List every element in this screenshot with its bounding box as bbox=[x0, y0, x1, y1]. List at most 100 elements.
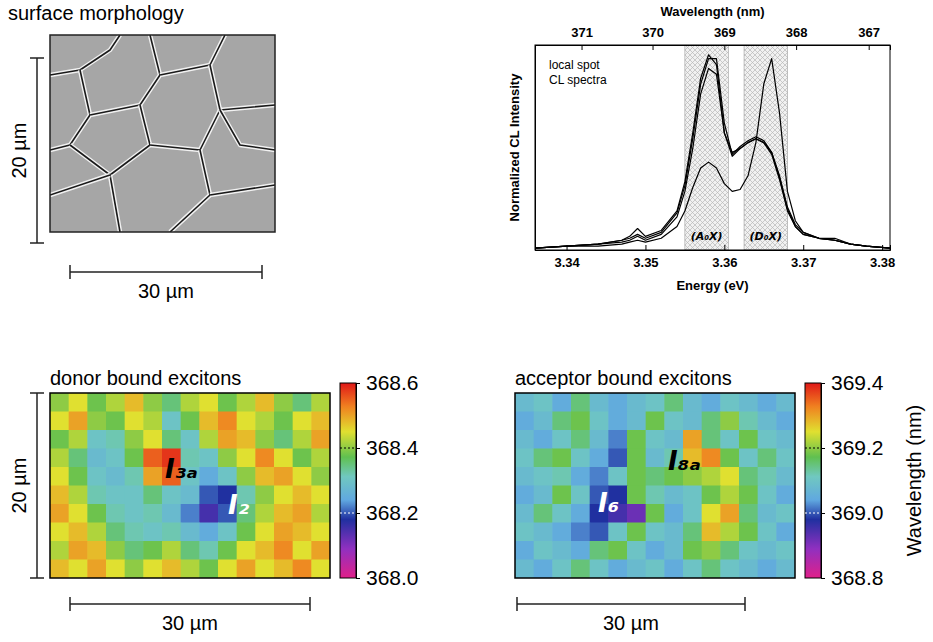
map-cell bbox=[590, 449, 609, 468]
map-cell bbox=[87, 504, 106, 523]
grain-crack bbox=[150, 110, 220, 150]
tick: 3.36 bbox=[712, 245, 737, 270]
map-cell bbox=[683, 523, 702, 542]
map-cell bbox=[125, 560, 144, 579]
map-cell bbox=[218, 523, 237, 542]
map-cell bbox=[590, 393, 609, 412]
map-cell bbox=[181, 393, 200, 412]
tick-label: 369.2 bbox=[831, 436, 884, 459]
map-cell bbox=[571, 504, 590, 523]
map-cell bbox=[143, 412, 162, 431]
map-cell bbox=[125, 504, 144, 523]
map-cell bbox=[50, 430, 69, 449]
grain-edge bbox=[210, 185, 275, 195]
grain-crack bbox=[210, 185, 275, 195]
map-cell bbox=[274, 486, 293, 505]
map-cell bbox=[237, 541, 256, 560]
map-cell bbox=[608, 523, 627, 542]
map-cell bbox=[274, 560, 293, 579]
scale-bar-label: 20 µm bbox=[8, 123, 30, 179]
map-cell bbox=[515, 523, 534, 542]
map-cell bbox=[646, 467, 665, 486]
map-cell bbox=[87, 541, 106, 560]
x2-axis: 371370369368367 bbox=[536, 25, 891, 50]
map-cell bbox=[293, 523, 312, 542]
map-frame bbox=[515, 393, 795, 578]
map-cell bbox=[181, 523, 200, 542]
plot-area bbox=[535, 45, 890, 250]
map-cell bbox=[274, 430, 293, 449]
map-cell bbox=[515, 412, 534, 431]
tick: 370 bbox=[642, 25, 664, 50]
map-cell bbox=[552, 449, 571, 468]
spectrum-line bbox=[535, 55, 890, 248]
map-cell bbox=[218, 412, 237, 431]
scale-bar bbox=[70, 597, 310, 611]
tick-label: 3.36 bbox=[712, 255, 737, 270]
tick-label: 369.0 bbox=[831, 501, 884, 524]
tick-mark bbox=[356, 578, 360, 579]
map-cell bbox=[237, 412, 256, 431]
map-cell bbox=[125, 467, 144, 486]
map-cell bbox=[274, 504, 293, 523]
plot-frame bbox=[535, 45, 890, 250]
map-cell bbox=[143, 430, 162, 449]
map-cell bbox=[608, 560, 627, 579]
map-cell bbox=[776, 504, 795, 523]
map-cell bbox=[199, 541, 218, 560]
map-cell bbox=[311, 504, 330, 523]
map-cell bbox=[552, 412, 571, 431]
map-cell bbox=[218, 560, 237, 579]
axis-line bbox=[536, 245, 891, 251]
tick-mark bbox=[567, 245, 568, 250]
map-cell bbox=[534, 449, 553, 468]
map-cell bbox=[106, 430, 125, 449]
map-cell bbox=[69, 486, 88, 505]
map-cell bbox=[143, 449, 162, 468]
tick-mark bbox=[796, 45, 797, 50]
map-label: I₈ₐ bbox=[668, 446, 701, 476]
map-cell bbox=[69, 412, 88, 431]
map-cell bbox=[181, 560, 200, 579]
tick-mark bbox=[821, 513, 825, 514]
map-cell bbox=[627, 486, 646, 505]
map-cell bbox=[69, 541, 88, 560]
map-cell bbox=[627, 430, 646, 449]
map-cell bbox=[534, 467, 553, 486]
map-cell bbox=[293, 393, 312, 412]
map-cell bbox=[571, 430, 590, 449]
scale-bar-label: 20 µm bbox=[8, 458, 30, 514]
map-cell bbox=[534, 430, 553, 449]
tick: 368.2 bbox=[356, 501, 419, 524]
map-cell bbox=[237, 560, 256, 579]
map-cell bbox=[683, 504, 702, 523]
map-cell bbox=[87, 412, 106, 431]
map-cell bbox=[683, 486, 702, 505]
map-cell bbox=[720, 560, 739, 579]
map-cell bbox=[162, 541, 181, 560]
tick-label: 369 bbox=[714, 25, 736, 40]
map-cell bbox=[274, 523, 293, 542]
map-cell bbox=[199, 560, 218, 579]
map-cell bbox=[293, 412, 312, 431]
map-cell bbox=[106, 560, 125, 579]
map-cell bbox=[683, 393, 702, 412]
map-cell bbox=[106, 449, 125, 468]
map-cell bbox=[534, 560, 553, 579]
map-cell bbox=[664, 560, 683, 579]
map-cell bbox=[664, 393, 683, 412]
map-cell bbox=[87, 467, 106, 486]
x-axis-title: Energy (eV) bbox=[676, 278, 748, 293]
tick-mark bbox=[869, 45, 870, 50]
map-cell bbox=[255, 560, 274, 579]
scale-bar bbox=[517, 597, 745, 611]
map-cell bbox=[590, 541, 609, 560]
map-cell bbox=[125, 449, 144, 468]
grain-crack bbox=[170, 150, 210, 232]
scale-bar bbox=[30, 58, 44, 243]
grain-edge bbox=[90, 35, 160, 115]
map-cell bbox=[311, 486, 330, 505]
map-cell bbox=[87, 523, 106, 542]
map-cell bbox=[218, 467, 237, 486]
map-cell bbox=[293, 467, 312, 486]
